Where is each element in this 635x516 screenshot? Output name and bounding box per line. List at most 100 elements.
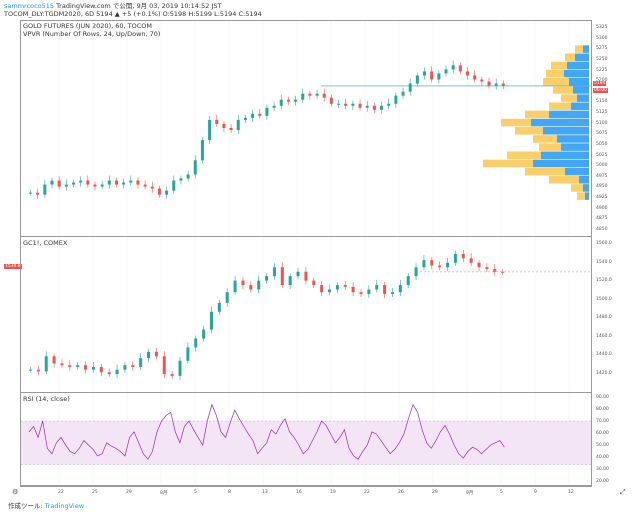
vpvr-up-bar bbox=[561, 143, 589, 151]
candle-body bbox=[423, 71, 427, 76]
candle-body bbox=[193, 160, 197, 175]
rsi-axis[interactable]: 90.00 80.00 70.00 60.00 50.00 40.00 30.00 20.00 bbox=[593, 393, 633, 485]
candle-body bbox=[186, 347, 190, 361]
axis-tick-label: 1520.0 bbox=[596, 278, 612, 284]
time-tick-label: 19 bbox=[330, 490, 336, 495]
candle-body bbox=[501, 83, 505, 86]
candle-body bbox=[233, 280, 237, 293]
axis-tick-label: 1560.0 bbox=[596, 241, 612, 246]
time-tick-label: 16 bbox=[296, 490, 302, 495]
candle-body bbox=[380, 105, 384, 110]
candle-body bbox=[322, 93, 326, 98]
vpvr-down-bar bbox=[525, 167, 565, 176]
pane-divider-2[interactable] bbox=[20, 392, 592, 393]
candle-body bbox=[367, 289, 371, 294]
vpvr-down-bar bbox=[533, 135, 557, 143]
candle-body bbox=[162, 356, 166, 375]
candle-body bbox=[288, 276, 292, 286]
candle-body bbox=[358, 103, 362, 108]
vpvr-down-bar bbox=[577, 192, 585, 200]
candle-body bbox=[52, 356, 56, 364]
axis-tick-label: 5025 bbox=[596, 152, 608, 158]
axis-tick-label: 5225 bbox=[596, 67, 608, 73]
main-price-chart[interactable] bbox=[21, 21, 591, 235]
footer-made-with: 作成ツール: bbox=[8, 502, 45, 510]
candle-body bbox=[265, 107, 269, 116]
second-pane-title: GC1!, COMEX bbox=[23, 239, 68, 247]
candle-body bbox=[365, 105, 369, 108]
candle-body bbox=[76, 365, 80, 367]
candle-body bbox=[383, 285, 387, 294]
axis-tick-label: 1500.0 bbox=[596, 296, 612, 302]
axis-tick-label: 5250 bbox=[596, 56, 608, 62]
tradingview-brand-link[interactable]: TradingView bbox=[44, 502, 85, 510]
rsi-chart[interactable] bbox=[21, 393, 591, 485]
axis-tick-label: 5125 bbox=[596, 110, 608, 116]
axis-tick-label: 50.00 bbox=[596, 443, 609, 448]
candle-body bbox=[165, 190, 169, 195]
vpvr-down-bar bbox=[551, 61, 567, 70]
candle-body bbox=[406, 276, 410, 286]
vpvr-up-bar bbox=[571, 102, 589, 111]
candle-body bbox=[493, 269, 497, 272]
candle-body bbox=[430, 71, 434, 80]
main-time-tag: 06:00 bbox=[593, 88, 608, 93]
pane-divider-1[interactable] bbox=[20, 236, 592, 237]
published-text: TradingView.com で公開, 9月 03, 2019 10:14:5… bbox=[54, 2, 222, 10]
candle-body bbox=[387, 103, 391, 106]
candle-body bbox=[208, 119, 212, 141]
candle-body bbox=[36, 192, 40, 195]
vpvr-title: VPVR (Number Of Rows, 24, Up/Down, 70) bbox=[23, 30, 161, 38]
vpvr-down-bar bbox=[549, 176, 579, 184]
header-line-1: sammrcoco515 TradingView.com で公開, 9月 03,… bbox=[4, 2, 221, 10]
candle-body bbox=[107, 372, 111, 375]
candle-body bbox=[172, 180, 176, 191]
candle-body bbox=[312, 280, 316, 286]
candle-body bbox=[243, 117, 247, 120]
second-price-axis[interactable]: 1560.0 1540.0 1520.0 1500.0 1480.0 1460.0 1440… bbox=[593, 237, 633, 391]
candle-body bbox=[147, 351, 151, 359]
axis-tick-label: 5275 bbox=[596, 46, 608, 52]
candle-body bbox=[466, 71, 470, 76]
candle-body bbox=[209, 311, 213, 330]
time-axis[interactable]: 22 25 29 8月 5 8 13 16 19 22 26 29 9月 5 9 12 bbox=[20, 486, 592, 501]
axis-tick-label: 4875 bbox=[596, 216, 608, 222]
candle-body bbox=[249, 285, 253, 290]
candle-body bbox=[154, 351, 158, 357]
comex-price-chart[interactable] bbox=[21, 237, 591, 391]
candle-body bbox=[93, 184, 97, 187]
axis-tick-label: 5300 bbox=[596, 35, 608, 41]
candle-body bbox=[136, 180, 140, 185]
candle-body bbox=[398, 285, 402, 293]
main-last-price-tag: 5194 bbox=[593, 81, 607, 86]
vpvr-up-bar bbox=[575, 53, 589, 62]
candle-body bbox=[451, 65, 455, 70]
vpvr-up-bar bbox=[549, 110, 589, 119]
candle-body bbox=[301, 93, 305, 100]
time-tick-label: 9月 bbox=[466, 491, 474, 496]
axis-tick-label: 5050 bbox=[596, 141, 608, 147]
candle-body bbox=[343, 285, 347, 287]
candle-body bbox=[335, 285, 339, 290]
candle-body bbox=[257, 280, 261, 290]
gear-icon[interactable]: ⚙ bbox=[12, 488, 19, 496]
vpvr-down-bar bbox=[553, 86, 573, 94]
candle-body bbox=[68, 365, 72, 367]
vpvr-up-bar bbox=[567, 61, 589, 70]
axis-tick-label: 4900 bbox=[596, 205, 608, 211]
candle-body bbox=[304, 271, 308, 281]
rsi-line bbox=[28, 403, 505, 460]
time-tick-label: 5 bbox=[500, 490, 503, 495]
main-price-axis[interactable]: 5325530052755250522552005175515051255100… bbox=[593, 21, 633, 235]
candle-body bbox=[236, 119, 240, 131]
candle-body bbox=[79, 180, 83, 183]
candle-body bbox=[64, 184, 68, 187]
candle-body bbox=[394, 95, 398, 104]
candle-body bbox=[446, 262, 450, 268]
candle-body bbox=[280, 267, 284, 286]
username-link[interactable]: sammrcoco515 bbox=[4, 2, 55, 10]
candle-body bbox=[272, 267, 276, 277]
expand-icon[interactable]: ⤢ bbox=[620, 488, 626, 496]
axis-tick-label: 4975 bbox=[596, 173, 608, 179]
vpvr-up-bar bbox=[564, 69, 589, 78]
